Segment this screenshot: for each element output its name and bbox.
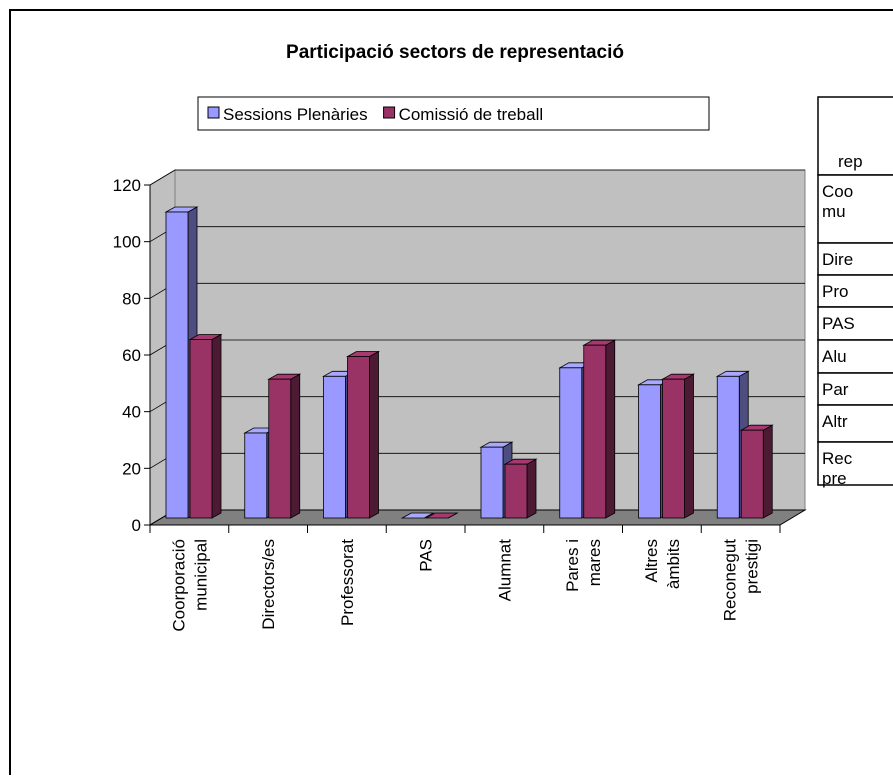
y-tick-label: 80 xyxy=(122,289,141,308)
bar-front xyxy=(347,356,370,519)
bar-front xyxy=(638,384,661,519)
bar-front xyxy=(740,429,764,519)
bar-front xyxy=(559,367,583,519)
bar-side xyxy=(369,350,379,519)
table-cell xyxy=(817,274,893,308)
bar-top xyxy=(400,512,435,519)
x-tick-label: Pares i xyxy=(563,539,582,592)
table-text: Rec xyxy=(822,449,853,468)
bar-front xyxy=(504,463,528,519)
table-cell xyxy=(817,174,893,244)
bar-front xyxy=(165,211,189,519)
table-text: Pro xyxy=(822,282,848,301)
table-cell xyxy=(817,339,893,374)
bar-front xyxy=(662,378,685,519)
bar-side xyxy=(290,373,301,519)
bar-side xyxy=(684,373,694,519)
bar xyxy=(503,458,538,519)
x-tick-label: Altres xyxy=(642,539,661,582)
table-cell xyxy=(817,372,893,406)
bar-side xyxy=(526,458,537,519)
y-tick-label: 0 xyxy=(132,516,141,535)
bar-side xyxy=(605,339,616,519)
x-tick-label: PAS xyxy=(417,539,436,572)
grid-line xyxy=(149,169,805,186)
y-tick-label: 100 xyxy=(113,233,141,252)
legend-swatch xyxy=(207,106,220,119)
x-tick-label: Alumnat xyxy=(495,539,514,602)
y-tick-label: 40 xyxy=(122,403,141,422)
table-cell xyxy=(817,242,893,276)
bar-front xyxy=(583,344,607,519)
x-tick-label: prestigi xyxy=(743,539,762,594)
y-tick-label: 20 xyxy=(122,459,141,478)
table-cell xyxy=(817,96,893,176)
x-tick-label: Directors/es xyxy=(259,539,278,630)
bar xyxy=(739,424,774,519)
table-text: PAS xyxy=(822,314,855,333)
x-tick-label: àmbits xyxy=(664,539,683,589)
bar xyxy=(582,339,617,519)
legend-label: Sessions Plenàries xyxy=(223,105,368,124)
bar-front xyxy=(716,375,740,519)
bar xyxy=(424,512,459,519)
bar-front xyxy=(244,432,268,519)
bar-side xyxy=(211,333,222,519)
table-cell xyxy=(817,306,893,341)
bar-front xyxy=(323,375,346,519)
legend-label: Comissió de treball xyxy=(399,105,544,124)
x-tick-label: Coorporació xyxy=(169,539,188,632)
bar-top xyxy=(424,512,459,519)
table-text: Alu xyxy=(822,347,847,366)
table-cell xyxy=(817,441,893,486)
x-tick-label: Professorat xyxy=(338,539,357,626)
x-tick-label: municipal xyxy=(191,539,210,611)
y-tick-label: 120 xyxy=(113,176,141,195)
bar-front xyxy=(480,446,504,519)
table-text: Par xyxy=(822,380,849,399)
table-text: pre xyxy=(822,469,847,488)
table-text: Coo xyxy=(822,182,853,201)
x-tick-label: mares xyxy=(585,539,604,586)
table-text: rep xyxy=(838,152,863,171)
legend-box xyxy=(197,96,710,131)
bar xyxy=(267,373,302,519)
bar-side xyxy=(762,424,773,519)
bar-front xyxy=(189,339,213,519)
bar xyxy=(400,512,435,519)
y-tick-label: 60 xyxy=(122,346,141,365)
plot: 0 20 40 60 80 100 120 Coorporació municipal Direc… xyxy=(113,169,807,632)
x-tick-label: Reconegut xyxy=(721,539,740,622)
bar xyxy=(345,350,381,519)
legend-swatch xyxy=(383,106,396,119)
bar-front xyxy=(268,378,292,519)
table-text: Altr xyxy=(822,412,848,431)
table-text: mu xyxy=(822,202,846,221)
bar xyxy=(660,373,696,519)
chart-title: Participació sectors de representació xyxy=(286,42,624,63)
table-text: Dire xyxy=(822,250,853,269)
bar xyxy=(188,333,223,519)
table-cell xyxy=(817,404,893,443)
